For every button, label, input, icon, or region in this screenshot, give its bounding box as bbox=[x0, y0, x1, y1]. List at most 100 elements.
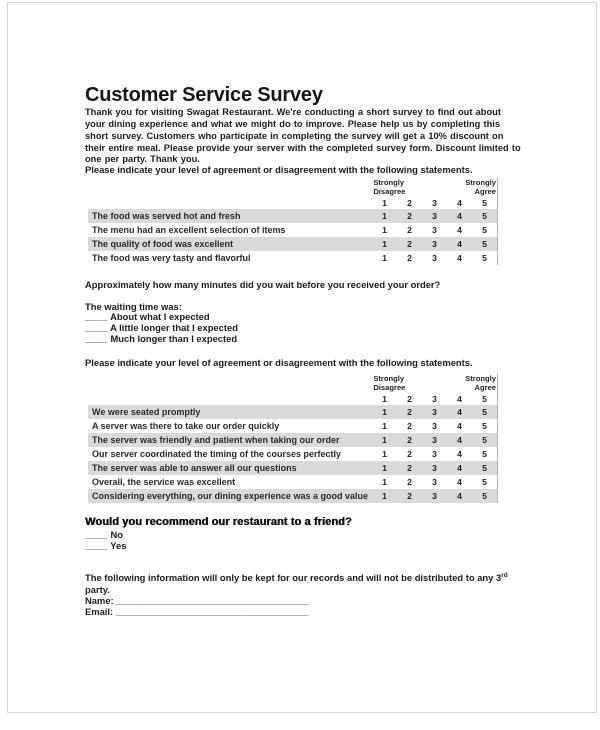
ordinal-superscript: rd bbox=[501, 572, 508, 580]
statement-text: A server was there to take our order qui… bbox=[92, 421, 280, 431]
statement-text: The quality of food was excellent bbox=[92, 239, 234, 249]
scale-point: 3 bbox=[432, 198, 437, 208]
scale-point: 3 bbox=[432, 407, 437, 417]
rating-scale-cells: 1 2 3 4 5 bbox=[372, 211, 497, 221]
scale-point: 5 bbox=[482, 407, 487, 417]
waiting-option-label: About what I expected bbox=[110, 311, 210, 322]
scale-point: 3 bbox=[432, 477, 437, 487]
statement-text: Overall, the service was excellent bbox=[92, 477, 236, 487]
rating-scale-cells: 1 2 3 4 5 bbox=[372, 407, 497, 417]
scale-point: 5 bbox=[482, 449, 487, 459]
scale-point: 4 bbox=[457, 225, 462, 235]
scale-point: 2 bbox=[407, 198, 412, 208]
scale-point: 3 bbox=[432, 449, 437, 459]
scale-point: 2 bbox=[407, 239, 412, 249]
answer-blank: ____ bbox=[85, 311, 108, 322]
waiting-time-label: The waiting time was: bbox=[85, 301, 182, 312]
scale-point: 3 bbox=[432, 239, 437, 249]
scale-point: 3 bbox=[432, 211, 437, 221]
statement-text: The food was very tasty and flavorful bbox=[92, 253, 251, 263]
scale-point: 2 bbox=[407, 463, 412, 473]
waiting-option: ____ A little longer that I expected bbox=[85, 322, 238, 333]
recommend-question: Would you recommend our restaurant to a … bbox=[85, 516, 352, 528]
scale-point: 3 bbox=[432, 435, 437, 445]
statement-text: The menu had an excellent selection of i… bbox=[92, 225, 286, 235]
scale-point: 2 bbox=[407, 421, 412, 431]
scale-point: 2 bbox=[407, 407, 412, 417]
rating-scale-cells: 1 2 3 4 5 bbox=[372, 477, 497, 487]
table-row: The menu had an excellent selection of i… bbox=[88, 223, 497, 237]
waiting-option: ____ Much longer than I expected bbox=[85, 333, 238, 344]
page-border-frame bbox=[7, 2, 597, 713]
table-row: Overall, the service was excellent 1 2 3 4 5 bbox=[88, 475, 497, 489]
rating-scale-cells: 1 2 3 4 5 bbox=[372, 253, 497, 263]
scale-point: 3 bbox=[432, 394, 437, 404]
table-row: We were seated promptly 1 2 3 4 5 bbox=[88, 405, 497, 419]
rating-scale-cells: 1 2 3 4 5 bbox=[372, 421, 497, 431]
rating-scale-cells: 1 2 3 4 5 bbox=[372, 449, 497, 459]
scale-point: 4 bbox=[457, 435, 462, 445]
rating-scale-cells: 1 2 3 4 5 bbox=[372, 394, 497, 404]
recommend-option-label: No bbox=[110, 529, 123, 540]
scale-point: 1 bbox=[382, 211, 387, 221]
scale-point: 5 bbox=[482, 394, 487, 404]
scale-point: 4 bbox=[457, 421, 462, 431]
scale-point: 1 bbox=[382, 491, 387, 501]
answer-blank: ____ bbox=[85, 322, 108, 333]
scale-point: 1 bbox=[382, 421, 387, 431]
recommend-option-no: ____ No bbox=[85, 529, 126, 540]
rating-table-header: Strongly Disagree Strongly Agree bbox=[88, 373, 497, 393]
scale-point: 3 bbox=[432, 463, 437, 473]
scale-point: 5 bbox=[482, 435, 487, 445]
scale-point: 1 bbox=[382, 198, 387, 208]
rating-table-header: Strongly Disagree Strongly Agree bbox=[88, 177, 497, 197]
scale-point: 2 bbox=[407, 449, 412, 459]
page-title: Customer Service Survey bbox=[85, 84, 323, 107]
email-field-row: Email: _________________________________… bbox=[85, 606, 309, 617]
rating-scale-numbers-header: 1 2 3 4 5 bbox=[88, 393, 497, 405]
table-row: Considering everything, our dining exper… bbox=[88, 489, 497, 503]
scale-point: 4 bbox=[457, 394, 462, 404]
statement-text: Considering everything, our dining exper… bbox=[92, 491, 369, 501]
table-row: The food was served hot and fresh 1 2 3 4 5 bbox=[88, 209, 497, 223]
answer-blank: ____ bbox=[85, 540, 108, 551]
scale-point: 3 bbox=[432, 225, 437, 235]
scale-point: 5 bbox=[482, 211, 487, 221]
scale-point: 2 bbox=[407, 253, 412, 263]
rating-scale-cells: 1 2 3 4 5 bbox=[372, 198, 497, 208]
scale-point: 1 bbox=[382, 463, 387, 473]
rating-scale-numbers-header: 1 2 3 4 5 bbox=[88, 197, 497, 209]
scale-point: 1 bbox=[382, 394, 387, 404]
waiting-option-label: Much longer than I expected bbox=[110, 333, 238, 344]
scale-point: 2 bbox=[407, 491, 412, 501]
recommend-option-label: Yes bbox=[110, 540, 127, 551]
scale-point: 2 bbox=[407, 225, 412, 235]
table-row: The quality of food was excellent 1 2 3 4 5 bbox=[88, 237, 497, 251]
scale-point: 2 bbox=[407, 211, 412, 221]
rating-scale-cells: 1 2 3 4 5 bbox=[372, 491, 497, 501]
recommend-options-list: ____ No ____ Yes bbox=[85, 529, 126, 551]
answer-blank: ____ bbox=[85, 529, 108, 540]
scale-point: 1 bbox=[382, 407, 387, 417]
agreement-instruction-1: Please indicate your level of agreement … bbox=[85, 164, 473, 175]
scale-point: 1 bbox=[382, 477, 387, 487]
statement-text: The food was served hot and fresh bbox=[92, 211, 241, 221]
scale-point: 5 bbox=[482, 477, 487, 487]
scale-point: 5 bbox=[482, 421, 487, 431]
scale-point: 3 bbox=[432, 253, 437, 263]
scale-label-strongly-disagree: Strongly Disagree bbox=[373, 178, 406, 196]
waiting-options-list: ____ About what I expected ____ A little… bbox=[85, 311, 238, 344]
scale-point: 2 bbox=[407, 477, 412, 487]
scale-point: 5 bbox=[482, 463, 487, 473]
scale-point: 4 bbox=[457, 463, 462, 473]
recommend-option-yes: ____ Yes bbox=[85, 540, 126, 551]
scale-point: 1 bbox=[382, 239, 387, 249]
scale-point: 4 bbox=[457, 477, 462, 487]
scale-label-strongly-agree: Strongly Agree bbox=[465, 374, 496, 392]
scale-point: 4 bbox=[457, 239, 462, 249]
scale-label-strongly-disagree: Strongly Disagree bbox=[373, 374, 406, 392]
rating-scale-cells: 1 2 3 4 5 bbox=[372, 435, 497, 445]
waiting-option: ____ About what I expected bbox=[85, 311, 238, 322]
statement-text: We were seated promptly bbox=[92, 407, 201, 417]
agreement-instruction-2: Please indicate your level of agreement … bbox=[85, 357, 473, 368]
